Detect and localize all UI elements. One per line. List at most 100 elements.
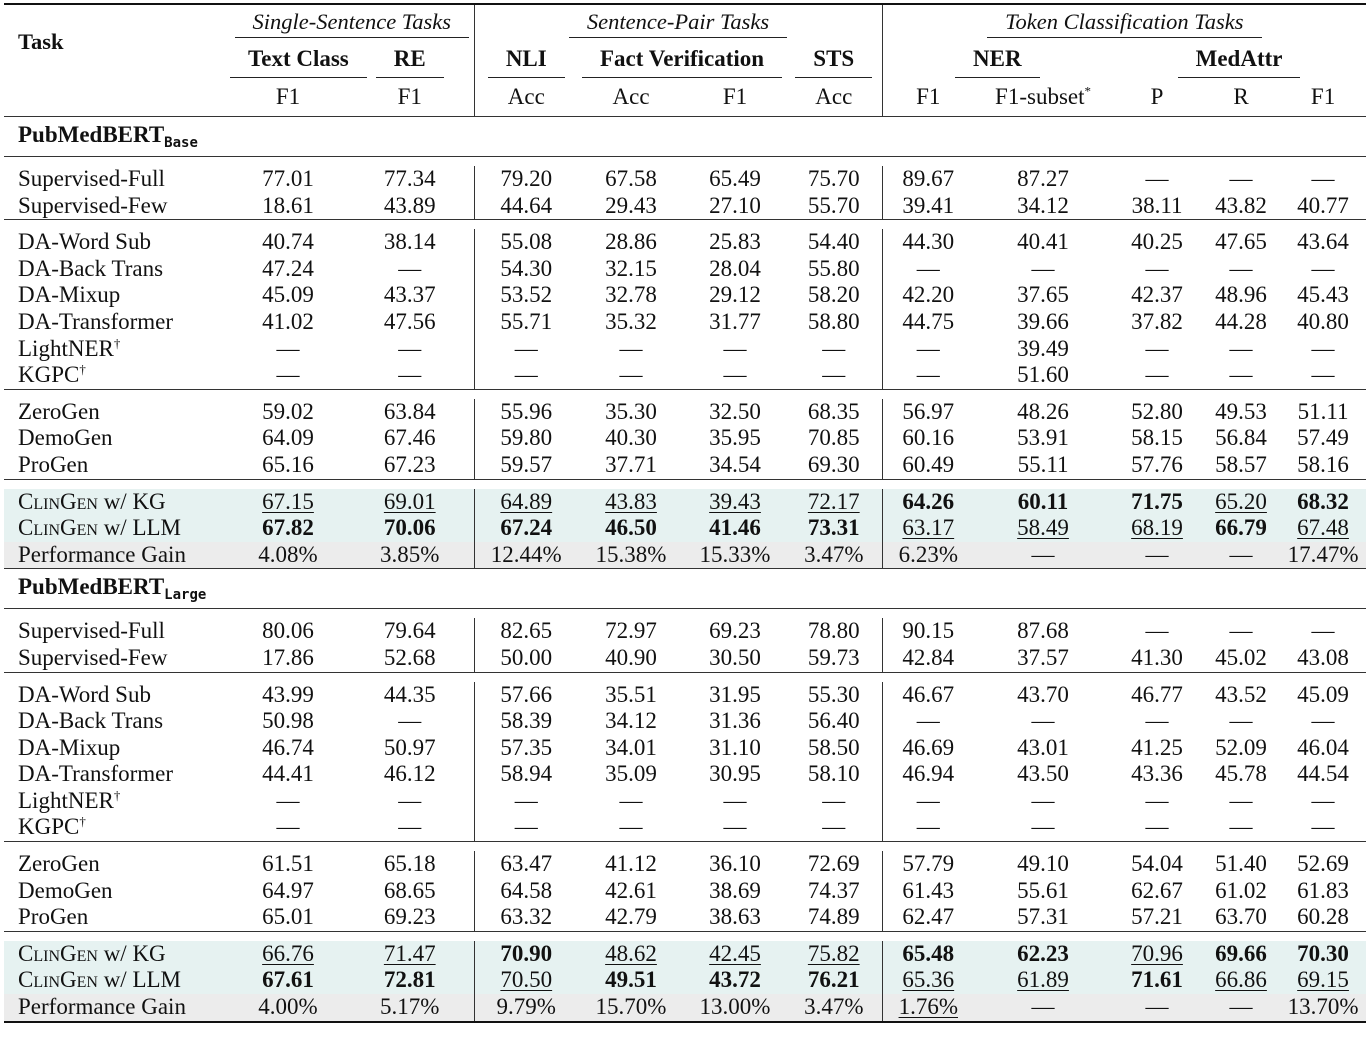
table-cell: 75.82 bbox=[786, 940, 883, 968]
table-cell: — bbox=[1311, 618, 1335, 644]
table-cell: 61.83 bbox=[1297, 877, 1349, 903]
table-cell: — bbox=[398, 335, 422, 361]
table-cell: 17.86 bbox=[262, 644, 314, 670]
table-cell: 34.12 bbox=[1017, 192, 1069, 218]
table-cell: — bbox=[723, 335, 747, 361]
table-cell: 54.30 bbox=[473, 255, 579, 283]
table-row: Supervised-Full 80.06 79.64 82.65 72.97 69.23… bbox=[4, 618, 1366, 645]
table-cell: 42.37 bbox=[1131, 282, 1183, 308]
table-cell: 65.36 bbox=[881, 967, 975, 995]
table-cell: — bbox=[881, 335, 975, 363]
metric-header: Acc bbox=[473, 78, 579, 117]
table-cell: 82.65 bbox=[473, 618, 579, 645]
table-cell: — bbox=[1202, 541, 1281, 569]
table-cell: — bbox=[723, 362, 747, 388]
table-cell: 79.64 bbox=[383, 618, 436, 644]
table-cell: 45.43 bbox=[1297, 282, 1349, 308]
table-cell: 64.89 bbox=[473, 488, 579, 516]
table-cell: 62.23 bbox=[974, 940, 1113, 968]
table-cell: 38.14 bbox=[383, 229, 436, 255]
table-cell: 41.46 bbox=[684, 515, 787, 542]
table-cell: 46.67 bbox=[881, 681, 975, 709]
table-cell: 57.49 bbox=[1297, 425, 1349, 451]
row-label: ClinGen w/ LLM bbox=[4, 967, 230, 995]
table-cell: 54.40 bbox=[807, 229, 860, 255]
table-cell: 41.25 bbox=[1131, 734, 1183, 760]
table-cell: — bbox=[1229, 362, 1253, 388]
table-cell: 52.09 bbox=[1215, 734, 1267, 760]
table-cell: 70.90 bbox=[473, 940, 579, 968]
table-cell: 68.32 bbox=[1280, 488, 1367, 516]
table-cell: 46.04 bbox=[1297, 734, 1349, 760]
table-cell: — bbox=[1229, 166, 1253, 191]
table-cell: 51.60 bbox=[1017, 362, 1069, 388]
table-cell: — bbox=[473, 335, 579, 363]
table-cell: 71.47 bbox=[346, 940, 475, 968]
table-cell: 46.50 bbox=[578, 515, 685, 542]
table-row: ClinGen w/ LLM 67.61 72.81 70.50 49.51 43.72 7… bbox=[4, 967, 1367, 995]
table-cell: 74.89 bbox=[807, 904, 860, 930]
table-cell: 50.98 bbox=[262, 708, 314, 734]
table-cell: 79.20 bbox=[473, 166, 579, 193]
table-cell: 65.16 bbox=[262, 451, 314, 477]
table-cell: 57.31 bbox=[1017, 904, 1069, 930]
table-cell: 40.80 bbox=[1297, 308, 1349, 334]
row-label: DA-Word Sub bbox=[18, 229, 151, 255]
table-cell: — bbox=[473, 362, 579, 390]
table-cell: 15.70% bbox=[578, 994, 685, 1023]
table-cell: — bbox=[473, 814, 579, 842]
table-cell: 39.43 bbox=[684, 488, 787, 516]
row-label: Supervised-Full bbox=[18, 618, 165, 644]
table-cell: 57.21 bbox=[1131, 904, 1183, 930]
table-cell: 70.06 bbox=[346, 515, 475, 542]
table-cell: — bbox=[822, 335, 846, 361]
table-cell: — bbox=[1311, 814, 1335, 840]
table-cell: 57.79 bbox=[881, 851, 975, 878]
table-row: LightNER† — — — — — — — — — — — bbox=[4, 787, 1366, 815]
table-row: DA-Back Trans 50.98 — 58.39 34.12 31.36 56.40 —… bbox=[4, 708, 1366, 735]
metric-header: Acc bbox=[786, 78, 883, 117]
table-cell: 43.64 bbox=[1297, 229, 1349, 255]
table-cell: — bbox=[1202, 994, 1281, 1023]
table-cell: 43.70 bbox=[1017, 681, 1069, 707]
table-cell: — bbox=[398, 787, 422, 813]
table-cell: 90.15 bbox=[881, 618, 975, 645]
table-cell: 61.89 bbox=[974, 967, 1113, 995]
row-label: DemoGen bbox=[18, 425, 113, 451]
table-cell: 60.28 bbox=[1297, 904, 1349, 930]
table-cell: 64.97 bbox=[262, 877, 314, 903]
metric-row: F1 F1 Acc Acc F1 Acc F1 F1-subset* P R F1 bbox=[4, 78, 1367, 117]
table-cell: 32.50 bbox=[709, 398, 761, 424]
table-row: DA-Word Sub 43.99 44.35 57.66 35.51 31.95 55.3… bbox=[4, 681, 1366, 709]
table-cell: 64.58 bbox=[473, 877, 579, 905]
table-cell: 42.45 bbox=[684, 940, 787, 968]
row-label: DA-Back Trans bbox=[18, 255, 164, 281]
table-cell: 49.53 bbox=[1215, 398, 1267, 424]
table-cell: 38.69 bbox=[709, 877, 761, 903]
table-cell: 40.77 bbox=[1297, 192, 1349, 218]
row-label: KGPC† bbox=[18, 813, 86, 840]
table-cell: — bbox=[1311, 708, 1335, 734]
table-cell: 29.12 bbox=[709, 282, 761, 308]
table-cell: 60.49 bbox=[881, 451, 975, 480]
row-label: ZeroGen bbox=[18, 398, 100, 424]
table-cell: 35.30 bbox=[605, 398, 657, 424]
table-cell: 65.49 bbox=[709, 166, 761, 191]
table-cell: 44.35 bbox=[383, 681, 436, 707]
table-cell: 44.41 bbox=[262, 761, 314, 787]
table-cell: 60.11 bbox=[974, 488, 1113, 516]
table-cell: 67.58 bbox=[605, 166, 657, 191]
table-cell: 34.01 bbox=[605, 734, 657, 760]
table-row: ClinGen w/ KG 67.15 69.01 64.89 43.83 39.43 72… bbox=[4, 488, 1367, 516]
table-row: DemoGen 64.09 67.46 59.80 40.30 35.95 70.85 60.… bbox=[4, 425, 1366, 452]
row-label: ClinGen w/ KG bbox=[4, 488, 230, 516]
table-cell: 37.71 bbox=[605, 451, 657, 477]
table-row: Supervised-Full 77.01 77.34 79.20 67.58 65.49… bbox=[4, 166, 1366, 193]
row-label: ProGen bbox=[18, 904, 89, 930]
table-cell: 5.17% bbox=[346, 994, 475, 1023]
row-label: ClinGen w/ KG bbox=[4, 940, 230, 968]
table-cell: 57.66 bbox=[473, 681, 579, 709]
row-label: Performance Gain bbox=[4, 994, 230, 1023]
row-label: DA-Transformer bbox=[18, 761, 174, 787]
table-row: ClinGen w/ KG 66.76 71.47 70.90 48.62 42.45 75… bbox=[4, 940, 1367, 968]
